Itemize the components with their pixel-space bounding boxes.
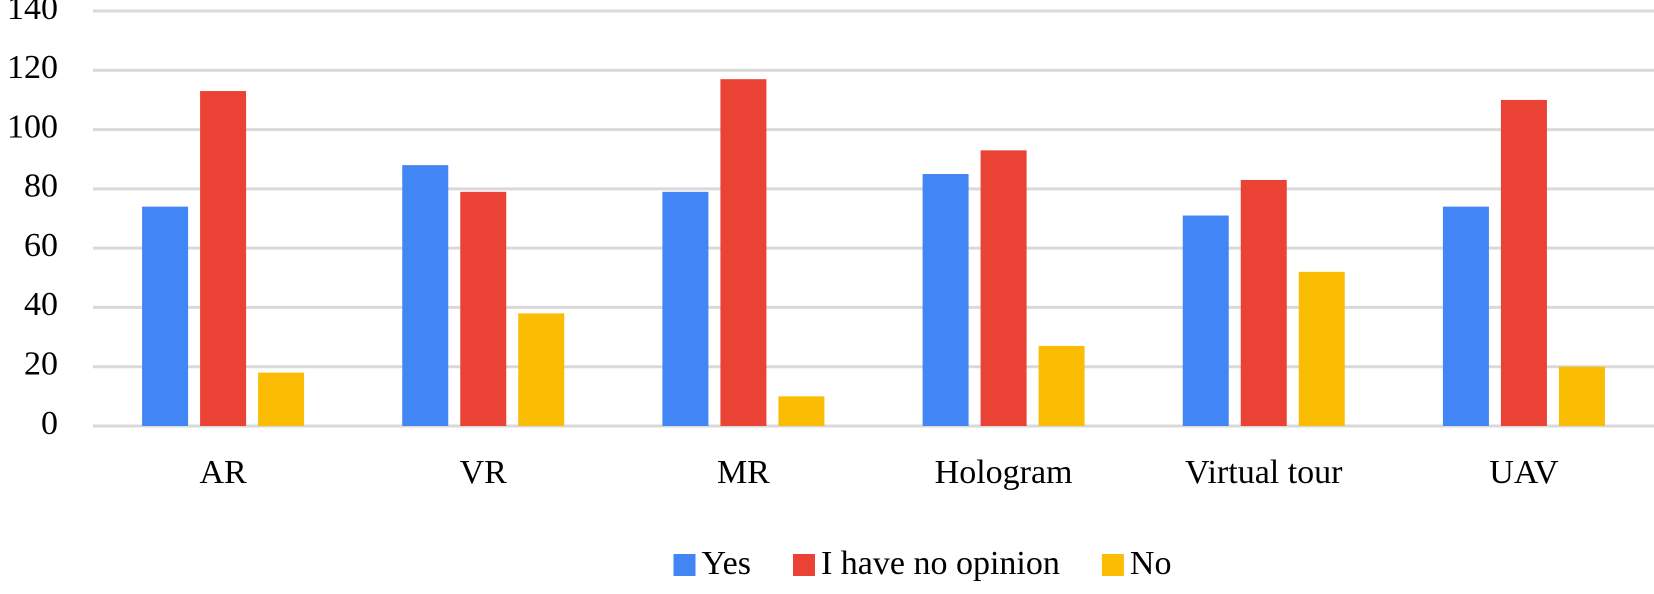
- bar: [662, 191, 709, 426]
- bar: [1500, 99, 1547, 426]
- bar: [1182, 215, 1229, 426]
- legend-swatch: [1101, 554, 1124, 576]
- bar: [778, 396, 825, 426]
- bar: [1038, 345, 1085, 426]
- bar: [1240, 179, 1287, 426]
- bar: [258, 372, 305, 426]
- legend-swatch: [792, 554, 815, 576]
- legend-label: No: [1130, 545, 1172, 582]
- bar: [402, 165, 449, 426]
- x-tick-label: MR: [717, 454, 770, 491]
- y-tick-label: 80: [24, 168, 58, 205]
- y-tick-label: 20: [24, 346, 58, 383]
- bar: [200, 91, 247, 427]
- y-tick-label: 60: [24, 227, 58, 264]
- x-tick-label: UAV: [1489, 454, 1559, 491]
- bar: [142, 206, 189, 426]
- y-tick-label: 100: [7, 108, 58, 145]
- bar: [1298, 271, 1345, 426]
- bar: [980, 150, 1027, 427]
- y-tick-label: 140: [7, 0, 58, 27]
- legend-label: Yes: [702, 545, 751, 582]
- legend-label: I have no opinion: [821, 545, 1060, 582]
- bar: [1558, 366, 1605, 426]
- bar: [518, 313, 565, 426]
- y-tick-label: 0: [41, 405, 58, 442]
- x-tick-label: AR: [199, 454, 247, 491]
- x-tick-label: VR: [460, 454, 508, 491]
- bar: [922, 174, 969, 426]
- bar: [720, 79, 767, 426]
- bar: [460, 191, 507, 426]
- x-tick-label: Hologram: [935, 454, 1073, 491]
- x-tick-label: Virtual tour: [1185, 454, 1343, 491]
- legend-swatch: [673, 554, 696, 576]
- y-tick-label: 40: [24, 286, 58, 323]
- bar: [1442, 206, 1489, 426]
- y-tick-label: 120: [7, 49, 58, 86]
